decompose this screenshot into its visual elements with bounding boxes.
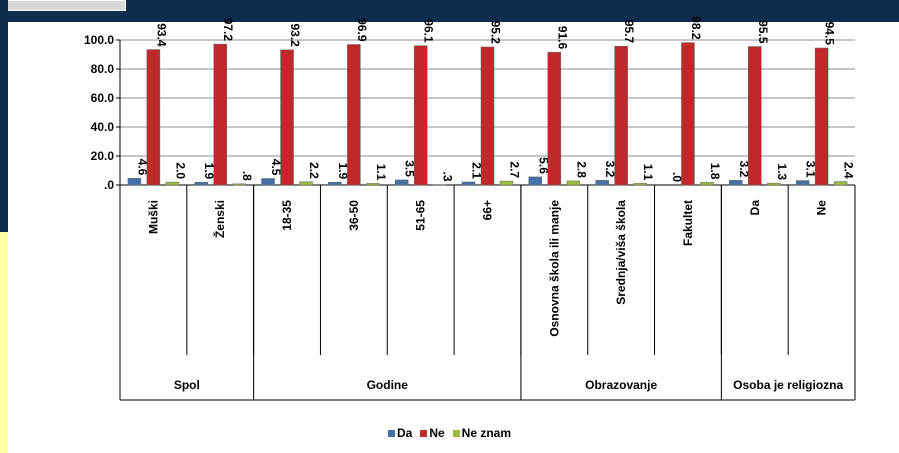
legend-swatch: [420, 430, 427, 437]
bar-ne: [347, 44, 360, 185]
data-label: .3: [441, 172, 455, 182]
data-label: 93.4: [154, 23, 168, 47]
legend: Da Ne Ne znam: [0, 426, 899, 440]
bar-ne-znam: [366, 183, 379, 185]
bar-ne: [147, 50, 160, 185]
data-label: 97.2: [221, 18, 235, 42]
bar-ne: [414, 46, 427, 185]
bar-ne: [214, 44, 227, 185]
bar-ne-znam: [233, 184, 246, 185]
data-label: 2.2: [307, 162, 321, 179]
category-label: Ženski: [212, 200, 227, 238]
data-label: 96.1: [422, 19, 436, 43]
data-label: .8: [240, 171, 254, 181]
data-label: 1.3: [775, 163, 789, 180]
bar-ne: [615, 46, 628, 185]
y-tick-label: 80.0: [91, 62, 115, 76]
data-label: 98.2: [689, 16, 703, 40]
bar-da: [729, 180, 742, 185]
category-label: Ne: [815, 200, 829, 216]
legend-label: Ne znam: [462, 426, 511, 440]
category-label: 66+: [481, 200, 495, 220]
data-label: 94.5: [823, 22, 837, 46]
bar-da: [262, 178, 275, 185]
data-label: 2.4: [842, 162, 856, 179]
category-label: Srednja/viša škola: [614, 200, 628, 305]
bar-ne-znam: [500, 181, 513, 185]
bar-ne-znam: [767, 183, 780, 185]
data-label: 1.8: [708, 163, 722, 180]
bar-ne: [281, 50, 294, 185]
bar-ne-znam: [166, 182, 179, 185]
bar-ne-znam: [834, 182, 847, 185]
legend-item: Da: [388, 426, 412, 440]
category-label: 51-65: [414, 200, 428, 231]
bar-ne-znam: [300, 182, 313, 185]
group-label: Osoba je religiozna: [733, 378, 843, 392]
bar-da: [462, 182, 475, 185]
bar-ne: [748, 47, 761, 185]
data-label: 2.0: [173, 162, 187, 179]
category-label: 18-35: [280, 200, 294, 231]
data-label: 1.1: [374, 164, 388, 181]
legend-label: Da: [397, 426, 412, 440]
legend-label: Ne: [429, 426, 444, 440]
data-label: 96.9: [355, 18, 369, 42]
group-label: Spol: [174, 378, 200, 392]
data-label: 1.1: [641, 164, 655, 181]
category-label: 36-50: [347, 200, 361, 231]
data-label: 95.2: [489, 21, 503, 45]
data-label: 91.6: [555, 26, 569, 50]
bar-ne: [481, 47, 494, 185]
bar-ne: [815, 48, 828, 185]
bar-da: [529, 177, 542, 185]
bar-da: [128, 178, 141, 185]
category-label: Da: [748, 200, 762, 216]
y-tick-label: 20.0: [91, 149, 115, 163]
bar-ne: [548, 52, 561, 185]
legend-item: Ne znam: [453, 426, 511, 440]
bar-da: [596, 180, 609, 185]
data-label: 93.2: [288, 24, 302, 48]
y-tick-label: .0: [104, 178, 114, 192]
bar-ne-znam: [634, 183, 647, 185]
category-label: Muški: [146, 200, 160, 234]
legend-swatch: [388, 430, 395, 437]
data-label: 95.7: [622, 20, 636, 44]
category-label: Osnovna škola ili manje: [547, 200, 561, 337]
y-tick-label: 60.0: [91, 91, 115, 105]
data-label: 2.7: [508, 161, 522, 178]
bar-ne: [681, 43, 694, 185]
data-label: 95.5: [756, 20, 770, 44]
data-label: 2.8: [574, 161, 588, 178]
group-label: Godine: [367, 378, 409, 392]
legend-swatch: [453, 430, 460, 437]
bar-da: [328, 182, 341, 185]
category-label: Fakultet: [681, 200, 695, 246]
bar-ne-znam: [700, 182, 713, 185]
y-tick-label: 40.0: [91, 120, 115, 134]
group-label: Obrazovanje: [585, 378, 657, 392]
legend-item: Ne: [420, 426, 444, 440]
bar-da: [796, 181, 809, 185]
y-tick-label: 100.0: [84, 33, 114, 47]
bar-da: [395, 180, 408, 185]
bar-ne-znam: [567, 181, 580, 185]
bar-da: [195, 182, 208, 185]
